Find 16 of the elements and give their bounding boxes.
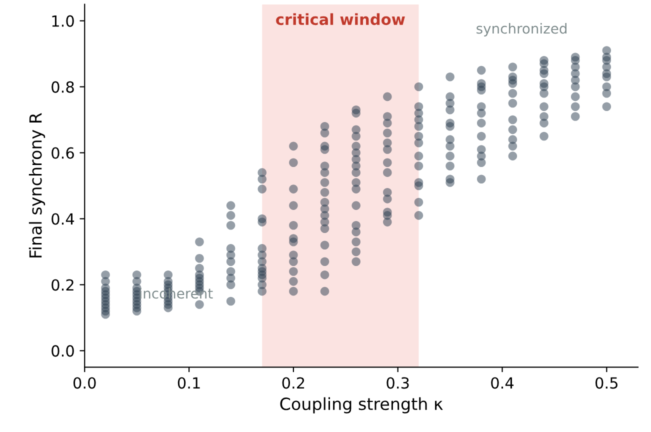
x-tick-label: 0.1 xyxy=(178,377,200,389)
x-tick-label: 0.5 xyxy=(596,377,618,389)
x-tick-label: 0.3 xyxy=(386,377,409,389)
x-tick-label: 0.0 xyxy=(73,377,96,389)
x-tick-label: 0.2 xyxy=(282,377,304,389)
x-axis-title: Coupling strength κ xyxy=(280,397,443,414)
y-tick-label: 0.2 xyxy=(52,279,74,291)
y-tick-label: 0.0 xyxy=(52,345,74,357)
x-tick-label: 0.4 xyxy=(491,377,514,389)
y-tick-label: 1.0 xyxy=(52,15,74,27)
y-tick-label: 0.8 xyxy=(52,81,74,93)
y-tick-label: 0.4 xyxy=(52,213,74,225)
y-axis-title: Final synchrony R xyxy=(28,112,46,258)
band-label: critical window xyxy=(276,13,405,26)
y-tick-label: 0.6 xyxy=(52,147,74,159)
annotation: synchronized xyxy=(476,23,566,36)
